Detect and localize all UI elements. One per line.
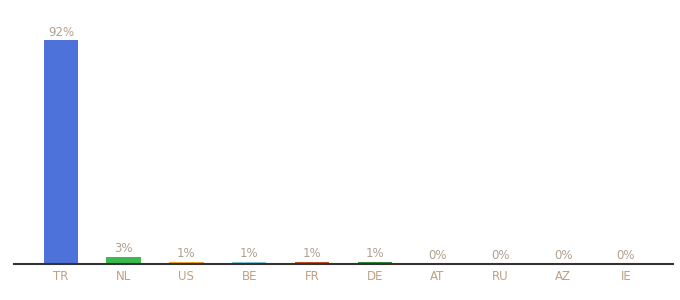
Bar — [106, 257, 141, 264]
Text: 1%: 1% — [177, 248, 196, 260]
Text: 3%: 3% — [114, 242, 133, 256]
Text: 0%: 0% — [554, 249, 573, 262]
Text: 0%: 0% — [617, 249, 635, 262]
Text: 1%: 1% — [365, 248, 384, 260]
Text: 1%: 1% — [303, 248, 322, 260]
Bar — [294, 262, 329, 264]
Text: 0%: 0% — [428, 249, 447, 262]
Text: 1%: 1% — [240, 248, 258, 260]
Bar — [358, 262, 392, 264]
Text: 0%: 0% — [491, 249, 509, 262]
Bar — [169, 262, 204, 264]
Text: 92%: 92% — [48, 26, 74, 39]
Bar — [44, 40, 78, 264]
Bar — [232, 262, 267, 264]
